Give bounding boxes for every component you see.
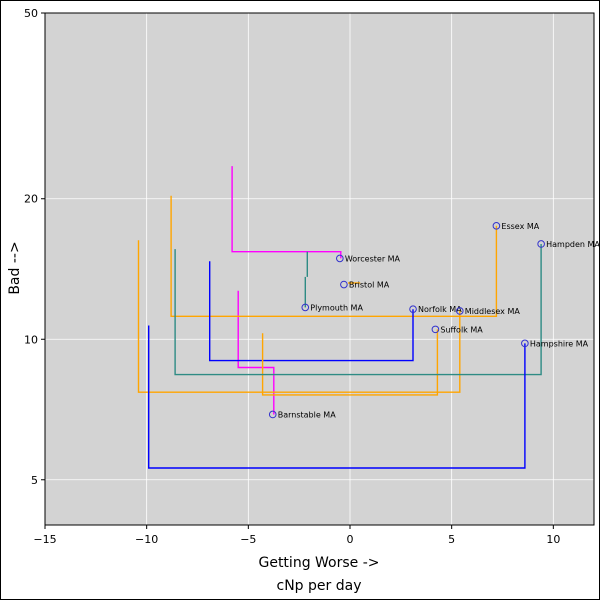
y-tick-label: 20 <box>24 193 38 206</box>
x-tick-label: 0 <box>347 533 354 546</box>
data-points: Essex MA Hampden MA Worcester MA Bristol MA… <box>268 222 600 419</box>
point-label: Essex MA <box>501 222 539 231</box>
data-point <box>521 339 529 348</box>
tree-line <box>147 325 526 469</box>
data-point <box>409 305 417 313</box>
tree-line <box>170 195 498 317</box>
x-tick-label: 5 <box>448 533 455 546</box>
y-tick-label: 10 <box>24 333 38 346</box>
x-tick-label: −5 <box>240 533 256 546</box>
point-label: Hampden MA <box>546 240 600 249</box>
y-axis-label: Bad --> <box>7 241 23 294</box>
data-point <box>537 240 545 248</box>
point-label: Middlesex MA <box>465 307 521 316</box>
x-axis-label: Getting Worse -> <box>258 555 379 571</box>
tree-line <box>137 240 461 393</box>
data-point <box>268 410 277 419</box>
tree-line <box>208 261 414 362</box>
y-tick-label: 5 <box>31 474 38 487</box>
tree-line <box>261 329 439 396</box>
point-label: Barnstable MA <box>278 410 336 419</box>
tree-lines <box>137 166 542 469</box>
data-point <box>301 303 310 312</box>
data-point <box>336 254 344 263</box>
data-point <box>456 307 464 315</box>
data-point <box>340 280 348 289</box>
x-axis-ticks: −15 −10 −5 0 5 10 <box>33 525 560 546</box>
tree-line <box>174 244 542 376</box>
tree-line <box>237 290 275 415</box>
point-label: Norfolk MA <box>418 305 462 314</box>
point-label: Hampshire MA <box>530 339 589 348</box>
plot-area <box>45 13 594 525</box>
point-label: Suffolk MA <box>440 325 483 334</box>
x-tick-label: −10 <box>135 533 158 546</box>
point-label: Plymouth MA <box>310 303 363 312</box>
y-axis-ticks: 5 10 20 50 <box>24 7 45 487</box>
plot-border <box>44 12 595 526</box>
x-tick-label: 10 <box>546 533 560 546</box>
point-label: Worcester MA <box>345 254 401 263</box>
data-point <box>431 325 440 334</box>
x-tick-label: −15 <box>33 533 56 546</box>
point-label: Bristol MA <box>349 281 390 290</box>
data-point <box>492 222 501 230</box>
x-axis-unit-label: cNp per day <box>277 578 362 594</box>
y-tick-label: 50 <box>24 7 38 20</box>
